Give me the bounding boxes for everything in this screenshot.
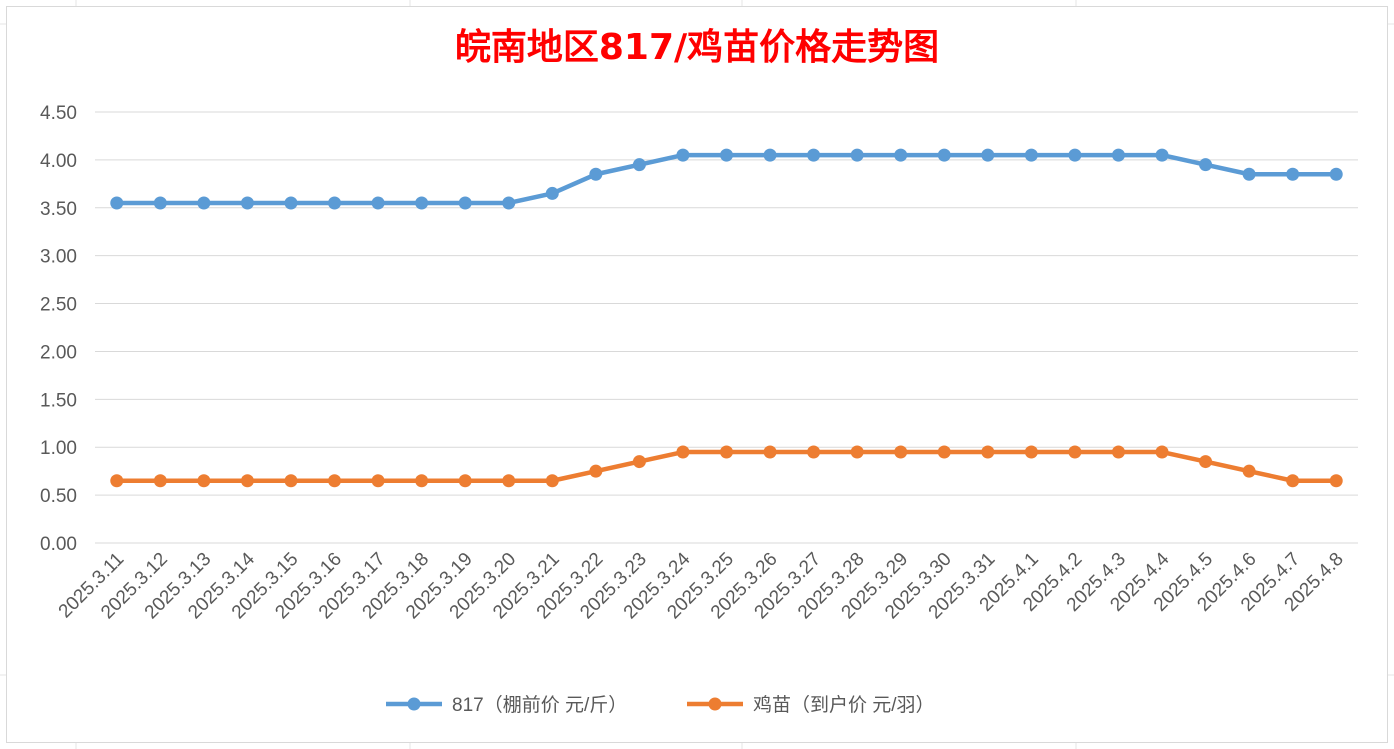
data-point bbox=[1286, 474, 1300, 488]
data-point bbox=[807, 445, 821, 459]
data-point bbox=[1329, 167, 1343, 181]
data-point bbox=[981, 445, 995, 459]
y-tick-label: 1.00 bbox=[40, 438, 77, 459]
data-point bbox=[850, 148, 864, 162]
data-point bbox=[284, 474, 298, 488]
y-tick-label: 1.50 bbox=[40, 390, 77, 411]
legend-label: 817（棚前价 元/斤） bbox=[452, 694, 627, 716]
data-point bbox=[284, 196, 298, 210]
data-point bbox=[807, 148, 821, 162]
data-point bbox=[632, 455, 646, 469]
y-tick-label: 2.50 bbox=[40, 295, 77, 316]
data-point bbox=[1024, 445, 1038, 459]
data-point bbox=[589, 464, 603, 478]
y-tick-label: 2.00 bbox=[40, 342, 77, 363]
data-point bbox=[937, 148, 951, 162]
data-point bbox=[981, 148, 995, 162]
y-tick-label: 4.50 bbox=[40, 103, 77, 124]
data-point bbox=[1242, 464, 1256, 478]
data-point bbox=[153, 196, 167, 210]
data-point bbox=[1155, 148, 1169, 162]
y-tick-label: 0.50 bbox=[40, 486, 77, 507]
data-point bbox=[545, 186, 559, 200]
data-point bbox=[676, 148, 690, 162]
data-point bbox=[415, 196, 429, 210]
data-point bbox=[632, 158, 646, 172]
y-axis: 0.00 0.50 1.00 1.50 2.00 2.50 3.00 3.50 4.00 4.50 bbox=[40, 103, 77, 555]
gridlines bbox=[95, 111, 1358, 544]
legend-marker bbox=[708, 697, 722, 711]
data-point bbox=[197, 474, 211, 488]
data-point bbox=[153, 474, 167, 488]
data-point bbox=[720, 148, 733, 162]
data-point bbox=[110, 474, 124, 488]
data-point bbox=[1286, 167, 1300, 181]
data-point bbox=[1199, 158, 1213, 172]
data-point bbox=[763, 148, 777, 162]
data-point bbox=[1199, 455, 1213, 469]
data-point bbox=[894, 148, 908, 162]
chart-title: 皖南地区817/鸡苗价格走势图 bbox=[455, 27, 939, 68]
legend-item-2: 鸡苗（到户价 元/羽） bbox=[687, 694, 935, 716]
data-point bbox=[197, 196, 211, 210]
data-point bbox=[110, 196, 124, 210]
data-point bbox=[240, 196, 254, 210]
legend-label: 鸡苗（到户价 元/羽） bbox=[753, 694, 935, 716]
legend-marker bbox=[407, 697, 421, 711]
data-point bbox=[1024, 148, 1038, 162]
data-point bbox=[371, 474, 385, 488]
y-tick-label: 4.00 bbox=[40, 151, 77, 172]
y-tick-label: 0.00 bbox=[40, 534, 77, 555]
data-point bbox=[502, 474, 516, 488]
data-point bbox=[676, 445, 690, 459]
data-point bbox=[850, 445, 864, 459]
data-point bbox=[1068, 148, 1082, 162]
data-point bbox=[458, 474, 472, 488]
data-point bbox=[1068, 445, 1082, 459]
legend: 817（棚前价 元/斤） 鸡苗（到户价 元/羽） bbox=[386, 694, 935, 716]
data-point bbox=[937, 445, 951, 459]
data-point bbox=[502, 196, 516, 210]
data-point bbox=[328, 196, 342, 210]
series-line bbox=[114, 152, 1339, 206]
data-point bbox=[240, 474, 254, 488]
series-2 bbox=[110, 445, 1343, 488]
series-1 bbox=[110, 148, 1343, 210]
x-axis: 2025.3.112025.3.122025.3.132025.3.142025… bbox=[55, 548, 1348, 623]
data-point bbox=[1155, 445, 1169, 459]
series-layer bbox=[110, 148, 1343, 488]
data-point bbox=[720, 445, 733, 459]
data-point bbox=[894, 445, 908, 459]
data-point bbox=[763, 445, 777, 459]
data-point bbox=[1329, 474, 1343, 488]
data-point bbox=[415, 474, 429, 488]
y-tick-label: 3.00 bbox=[40, 247, 77, 268]
data-point bbox=[1111, 445, 1125, 459]
data-point bbox=[589, 167, 603, 181]
y-tick-label: 3.50 bbox=[40, 199, 77, 220]
data-point bbox=[1111, 148, 1125, 162]
data-point bbox=[545, 474, 559, 488]
chart-area[interactable] bbox=[6, 6, 1388, 743]
data-point bbox=[458, 196, 472, 210]
data-point bbox=[328, 474, 342, 488]
data-point bbox=[371, 196, 385, 210]
data-point bbox=[1242, 167, 1256, 181]
legend-item-1: 817（棚前价 元/斤） bbox=[386, 694, 627, 716]
